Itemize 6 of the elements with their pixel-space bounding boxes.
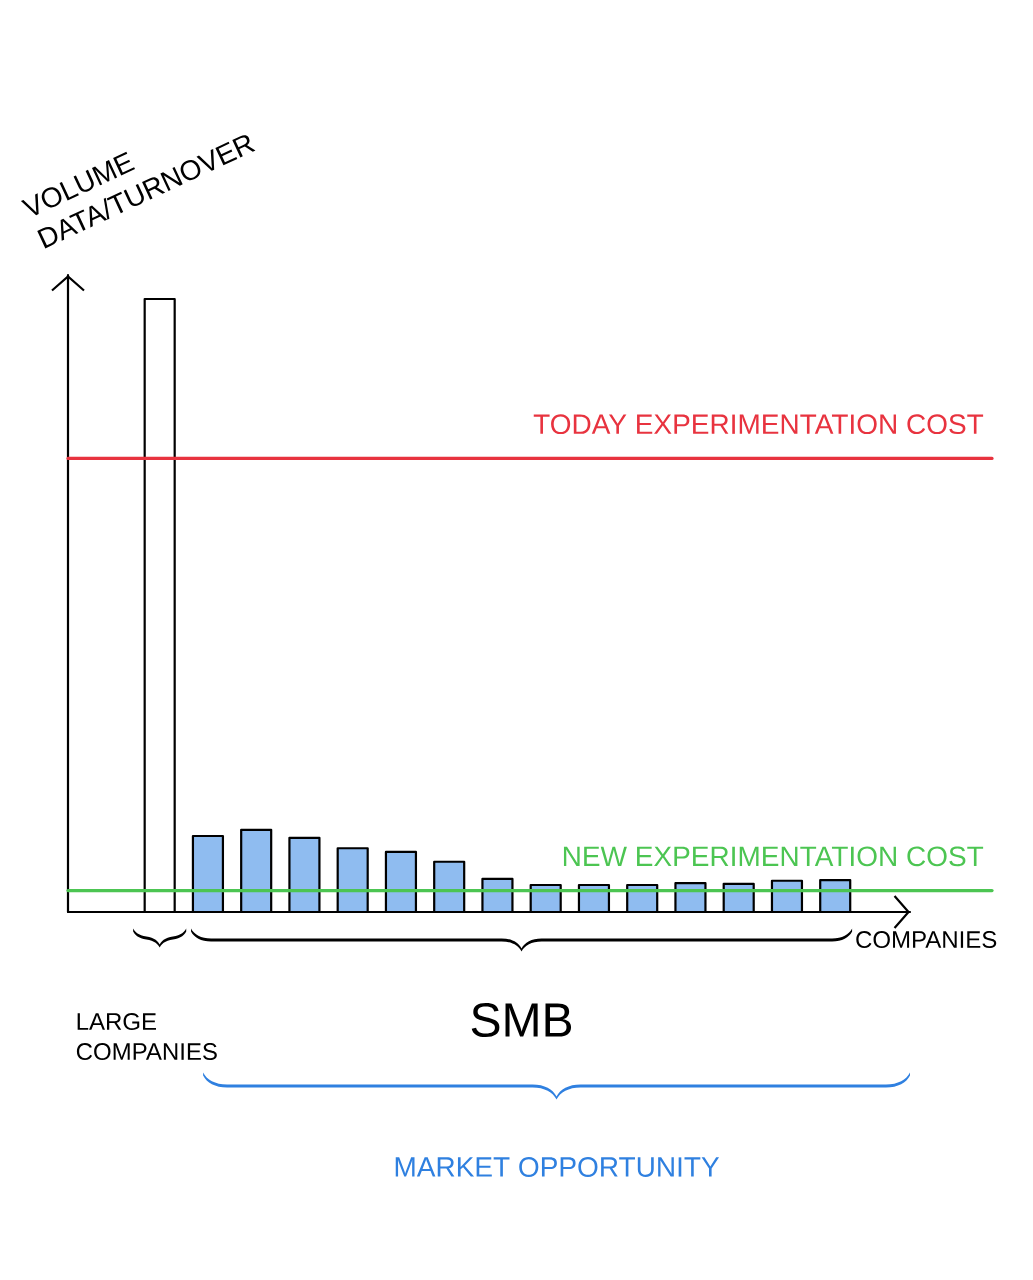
text: SMB: [471, 1003, 572, 1038]
ref-line-label: TODAY EXPERIMENTATION COST: [533, 414, 984, 435]
text: LARGE COMPANIES: [76, 1013, 217, 1061]
ref-line-label: NEW EXPERIMENTATION COST: [563, 846, 984, 867]
x-axis-title: COMPANIES: [856, 931, 997, 949]
text: MARKET OPPORTUNITY: [395, 1157, 720, 1177]
